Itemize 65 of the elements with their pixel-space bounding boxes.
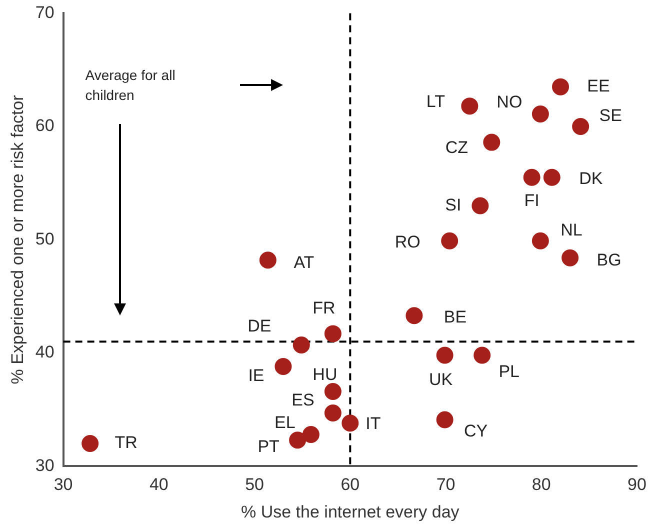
point [532, 105, 549, 122]
point [523, 168, 540, 186]
point [342, 414, 359, 432]
annotation: LT [426, 92, 445, 111]
x-tick-label: 40 [149, 475, 168, 494]
y-axis-title: % Experienced one or more risk factor [8, 94, 27, 384]
annotation: CY [464, 421, 488, 440]
point [292, 336, 310, 354]
point [324, 325, 342, 342]
annotation: RO [394, 232, 420, 252]
point [572, 118, 590, 135]
point [483, 134, 500, 151]
point [289, 432, 306, 449]
point [324, 404, 342, 422]
annotation: BE [444, 307, 467, 326]
annotation: HU [312, 365, 338, 384]
point [472, 197, 489, 214]
annotation: AT [294, 252, 314, 272]
annotation: BG [596, 250, 622, 270]
x-tick-label: 90 [628, 475, 646, 494]
point [436, 411, 454, 428]
point [552, 78, 570, 96]
annotation: NO [496, 92, 522, 112]
point [302, 426, 320, 443]
annotation: FR [312, 298, 336, 318]
point [82, 435, 99, 452]
annotation: IE [248, 366, 264, 386]
point [259, 252, 276, 269]
y-tick-label: 30 [35, 456, 54, 475]
annotation: TR [114, 433, 138, 452]
annotation: NL [560, 220, 582, 240]
point [474, 346, 491, 364]
annotation: EL [274, 413, 296, 432]
y-tick-label: 50 [35, 229, 54, 248]
annotation: UK [429, 370, 454, 389]
point [324, 382, 342, 400]
annotation: FI [524, 191, 540, 210]
point [406, 307, 423, 324]
annotation: ES [292, 390, 314, 410]
x-tick-label: 80 [532, 475, 551, 494]
annotation: SI [445, 195, 462, 214]
x-tick-label: 30 [54, 475, 73, 494]
annotation: DE [248, 316, 272, 336]
x-tick-label: 60 [340, 475, 360, 494]
x-tick-label: 50 [245, 475, 264, 494]
annotation: CZ [445, 138, 468, 157]
x-axis-title: % Use the internet every day [241, 502, 460, 522]
annotation: PT [258, 436, 280, 456]
point [436, 346, 454, 364]
point [543, 168, 560, 186]
annotation: Average for all children [85, 66, 176, 106]
point [441, 232, 458, 250]
annotation: SE [599, 106, 622, 126]
y-tick-label: 70 [35, 2, 54, 22]
annotation: EE [587, 76, 610, 96]
point [562, 249, 579, 266]
x-tick-label: 70 [436, 475, 456, 494]
point [532, 232, 549, 250]
annotation: IT [366, 414, 381, 433]
point [461, 98, 478, 115]
y-tick-label: 60 [35, 116, 54, 136]
y-tick-label: 40 [35, 342, 54, 362]
annotation: PL [498, 362, 520, 381]
point [274, 358, 292, 376]
annotation: DK [579, 169, 604, 188]
